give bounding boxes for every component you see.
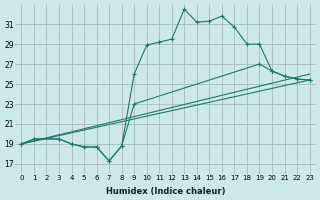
X-axis label: Humidex (Indice chaleur): Humidex (Indice chaleur) [106,187,225,196]
